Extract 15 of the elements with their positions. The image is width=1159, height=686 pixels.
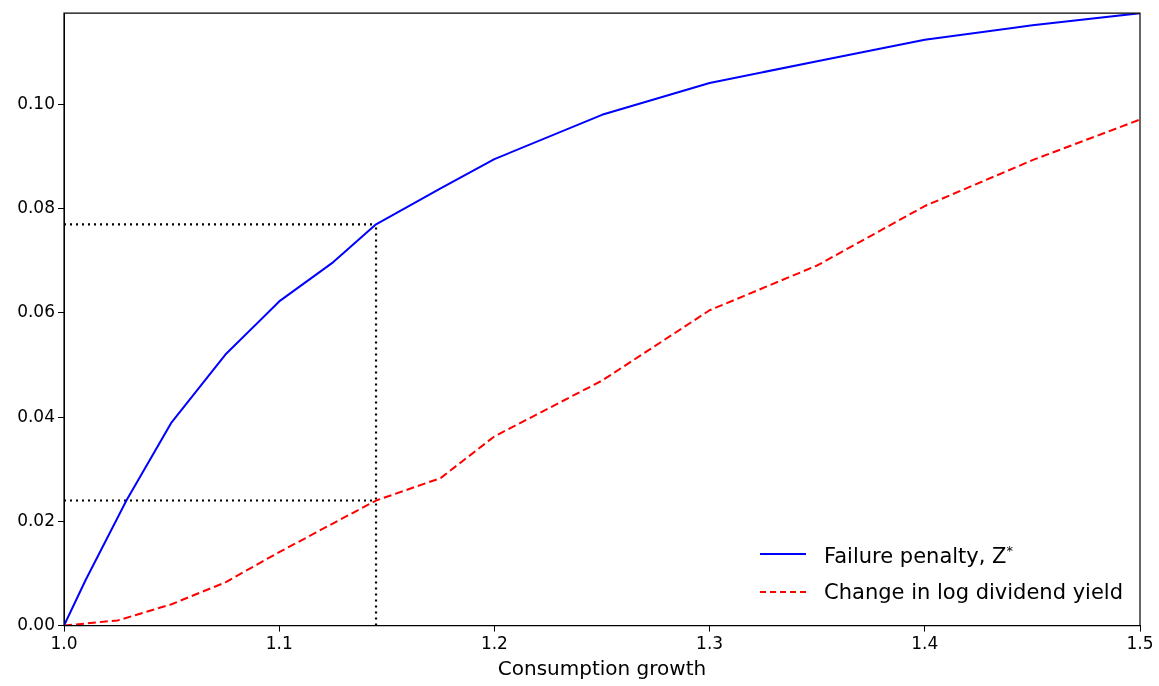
y-tick-label: 0.00 xyxy=(17,614,55,635)
x-tick-label: 1.1 xyxy=(265,633,293,654)
x-tick-label: 1.2 xyxy=(480,633,508,654)
x-tick-label: 1.4 xyxy=(911,633,939,654)
y-tick-label: 0.06 xyxy=(17,301,55,322)
x-tick-label: 1.5 xyxy=(1126,633,1154,654)
y-tick-label: 0.02 xyxy=(17,509,55,530)
x-axis-title: Consumption growth xyxy=(497,656,707,681)
y-tick-label: 0.08 xyxy=(17,197,55,218)
legend-label: Change in log dividend yield xyxy=(824,579,1123,606)
legend-label: Failure penalty, Z$^{*}$ xyxy=(824,542,1014,570)
y-tick-label: 0.04 xyxy=(17,405,55,426)
x-tick-label: 1.0 xyxy=(50,633,78,654)
y-tick-label: 0.10 xyxy=(17,92,55,113)
x-tick-label: 1.3 xyxy=(696,633,724,654)
